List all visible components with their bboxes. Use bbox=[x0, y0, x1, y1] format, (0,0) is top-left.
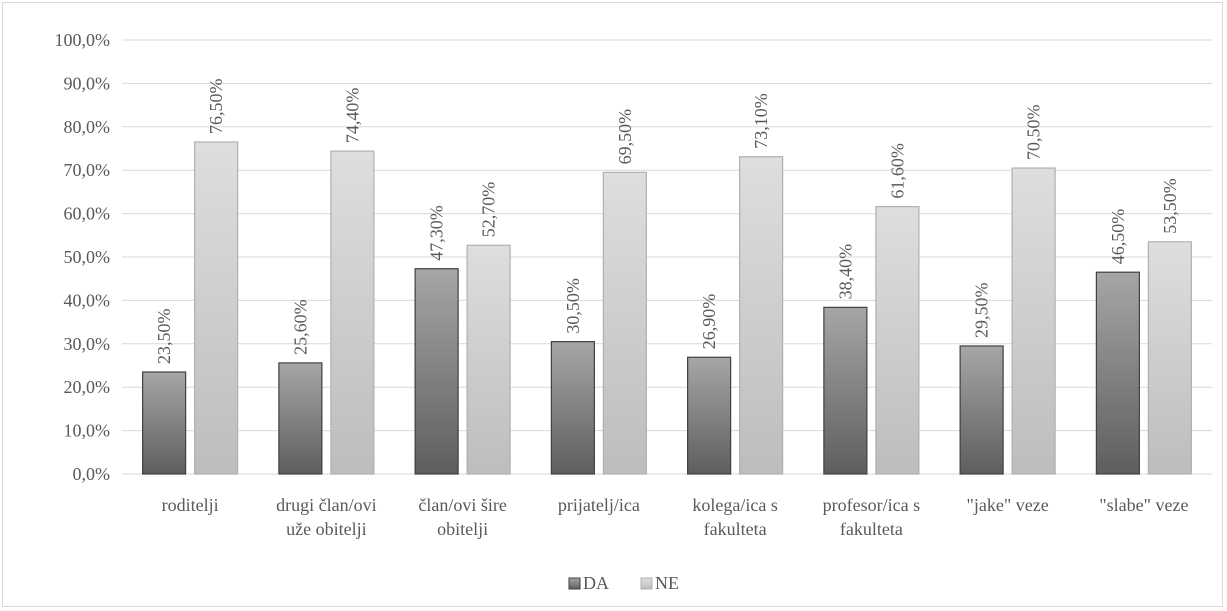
bar-ne bbox=[1011, 167, 1056, 475]
y-tick-label: 30,0% bbox=[64, 334, 111, 354]
bar-ne bbox=[602, 171, 647, 475]
data-label-ne: 61,60% bbox=[887, 143, 907, 199]
bar-da bbox=[278, 362, 323, 475]
y-tick-label: 100,0% bbox=[55, 30, 111, 50]
bar-ne bbox=[875, 206, 920, 475]
legend-label-da: DA bbox=[583, 573, 609, 593]
data-label-da: 25,60% bbox=[290, 299, 310, 355]
bar-da bbox=[414, 268, 459, 475]
data-label-da: 26,90% bbox=[699, 294, 719, 350]
bar-ne bbox=[1147, 241, 1192, 475]
y-tick-label: 70,0% bbox=[64, 160, 111, 180]
legend-swatch-ne bbox=[640, 577, 653, 590]
bar-ne bbox=[466, 244, 511, 475]
data-label-da: 38,40% bbox=[835, 244, 855, 300]
data-label-da: 23,50% bbox=[154, 309, 174, 365]
x-tick-label: fakulteta bbox=[840, 519, 903, 539]
x-tick-label: profesor/ica s bbox=[823, 495, 920, 515]
bar-da bbox=[687, 356, 732, 475]
bar-da bbox=[1095, 271, 1140, 475]
y-tick-label: 60,0% bbox=[64, 204, 111, 224]
bar-ne bbox=[194, 141, 239, 475]
data-label-ne: 73,10% bbox=[751, 93, 771, 149]
bar-ne bbox=[330, 150, 375, 475]
bar-ne bbox=[739, 156, 784, 475]
y-tick-label: 20,0% bbox=[64, 377, 111, 397]
data-label-ne: 52,70% bbox=[479, 182, 499, 238]
y-tick-label: 90,0% bbox=[64, 73, 111, 93]
bar-da bbox=[959, 345, 1004, 475]
y-tick-label: 0,0% bbox=[73, 464, 111, 484]
y-axis-ticks: 0,0% 10,0% 20,0% 30,0% 40,0% 50,0% 60,0% 70,0% 8… bbox=[55, 30, 111, 484]
bar-da bbox=[142, 371, 187, 475]
y-tick-label: 40,0% bbox=[64, 290, 111, 310]
x-axis-labels: roditelji drugi član/ovi uže obitelji član/… bbox=[162, 495, 1189, 539]
data-label-da: 29,50% bbox=[972, 282, 992, 338]
data-labels: 23,50% 76,50% 25,60% 74,40% 47,30% 52,70% 30,5… bbox=[154, 78, 1180, 364]
y-tick-label: 50,0% bbox=[64, 247, 111, 267]
legend: DA NE bbox=[568, 573, 679, 593]
data-label-ne: 69,50% bbox=[615, 109, 635, 165]
data-label-da: 47,30% bbox=[427, 205, 447, 261]
x-tick-label: obitelji bbox=[437, 519, 488, 539]
bar-da bbox=[823, 306, 868, 475]
data-label-ne: 53,50% bbox=[1160, 178, 1180, 234]
x-tick-label: prijatelj/ica bbox=[558, 495, 640, 515]
x-tick-label: drugi član/ovi bbox=[276, 495, 376, 515]
y-tick-label: 10,0% bbox=[64, 421, 111, 441]
x-tick-label: uže obitelji bbox=[286, 519, 366, 539]
data-label-da: 30,50% bbox=[563, 278, 583, 334]
x-tick-label: "slabe" veze bbox=[1099, 495, 1188, 515]
legend-label-ne: NE bbox=[655, 573, 679, 593]
x-tick-label: kolega/ica s bbox=[692, 495, 777, 515]
data-label-da: 46,50% bbox=[1108, 209, 1128, 265]
legend-swatch-da bbox=[568, 577, 581, 590]
bars bbox=[142, 141, 1192, 475]
x-tick-label: član/ovi šire bbox=[418, 495, 506, 515]
bar-da bbox=[550, 341, 595, 475]
x-tick-label: "jake" veze bbox=[967, 495, 1049, 515]
data-label-ne: 76,50% bbox=[206, 78, 226, 134]
x-tick-label: roditelji bbox=[162, 495, 219, 515]
x-tick-label: fakulteta bbox=[704, 519, 767, 539]
y-tick-label: 80,0% bbox=[64, 117, 111, 137]
data-label-ne: 70,50% bbox=[1024, 105, 1044, 161]
data-label-ne: 74,40% bbox=[342, 88, 362, 144]
